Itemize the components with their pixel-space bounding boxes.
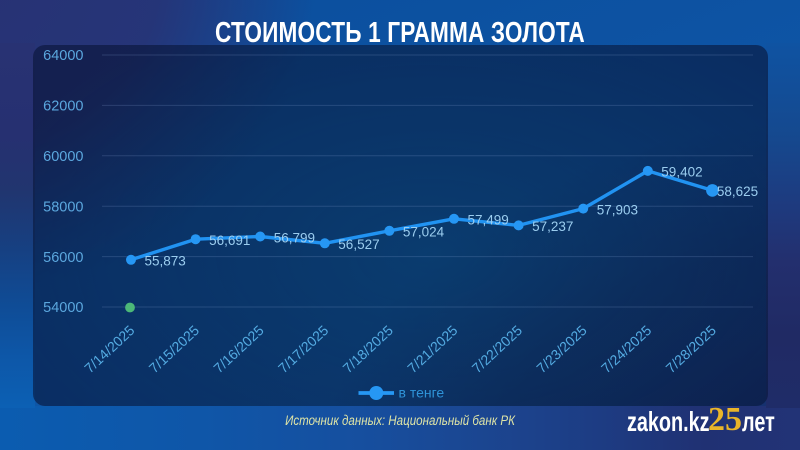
svg-text:7/23/2025: 7/23/2025 (533, 322, 590, 376)
svg-text:54000: 54000 (43, 300, 83, 316)
svg-text:7/18/2025: 7/18/2025 (339, 322, 396, 376)
svg-text:58,625: 58,625 (717, 184, 758, 199)
svg-text:57,903: 57,903 (597, 202, 638, 217)
svg-text:7/16/2025: 7/16/2025 (210, 322, 267, 376)
svg-text:55,873: 55,873 (145, 254, 186, 269)
svg-text:56,691: 56,691 (209, 233, 250, 248)
svg-text:59,402: 59,402 (661, 165, 702, 180)
svg-text:57,024: 57,024 (403, 225, 445, 240)
svg-text:56,799: 56,799 (274, 230, 315, 245)
svg-text:62000: 62000 (43, 99, 83, 115)
svg-text:в тенге: в тенге (399, 385, 445, 401)
svg-text:56000: 56000 (43, 250, 83, 266)
svg-text:56,527: 56,527 (338, 237, 379, 252)
svg-text:7/24/2025: 7/24/2025 (598, 322, 655, 376)
svg-text:58000: 58000 (43, 199, 83, 215)
svg-text:57,499: 57,499 (468, 213, 509, 228)
svg-text:7/14/2025: 7/14/2025 (81, 322, 138, 376)
svg-text:7/22/2025: 7/22/2025 (469, 322, 526, 376)
svg-text:64000: 64000 (43, 48, 83, 64)
svg-text:7/17/2025: 7/17/2025 (275, 322, 332, 376)
svg-text:7/21/2025: 7/21/2025 (404, 322, 461, 376)
svg-text:7/28/2025: 7/28/2025 (662, 322, 719, 376)
svg-text:57,237: 57,237 (532, 219, 573, 234)
svg-text:60000: 60000 (43, 149, 83, 165)
svg-text:7/15/2025: 7/15/2025 (146, 322, 203, 376)
